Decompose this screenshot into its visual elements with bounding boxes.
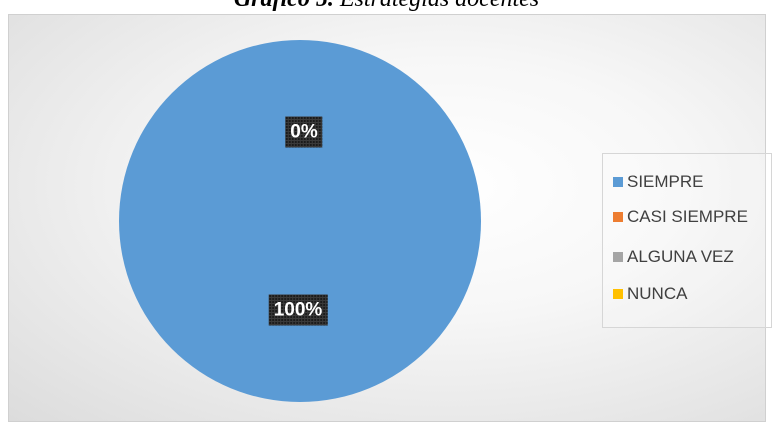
pie-chart	[119, 40, 481, 402]
legend-swatch-siempre	[613, 177, 623, 187]
legend-label-casi-siempre: CASI SIEMPRE	[627, 207, 748, 226]
pie-slice-siempre	[119, 40, 481, 402]
legend-swatch-alguna-vez	[613, 252, 623, 262]
legend: SIEMPRE CASI SIEMPRE ALGUNA VEZ NUNCA	[602, 153, 772, 328]
legend-label-alguna-vez: ALGUNA VEZ	[627, 247, 734, 266]
legend-label-nunca: NUNCA	[627, 284, 688, 303]
chart-title-text: Estrategias docentes	[334, 0, 539, 12]
legend-item-alguna-vez: ALGUNA VEZ	[613, 246, 734, 268]
chart-area: 0% 100% SIEMPRE CASI SIEMPRE ALGUNA VEZ …	[8, 14, 772, 422]
chart-title-number: Gráfico 5.	[234, 0, 334, 12]
legend-swatch-nunca	[613, 289, 623, 299]
legend-item-siempre: SIEMPRE	[613, 171, 704, 193]
data-label-siempre: 100%	[268, 294, 328, 326]
legend-label-siempre: SIEMPRE	[627, 172, 704, 191]
chart-title: Gráfico 5. Estrategias docentes	[0, 0, 773, 16]
legend-swatch-casi-siempre	[613, 212, 623, 222]
data-label-zero: 0%	[285, 116, 323, 148]
legend-item-nunca: NUNCA	[613, 283, 687, 305]
legend-item-casi-siempre: CASI SIEMPRE	[613, 206, 748, 228]
pie-slices	[119, 40, 481, 402]
